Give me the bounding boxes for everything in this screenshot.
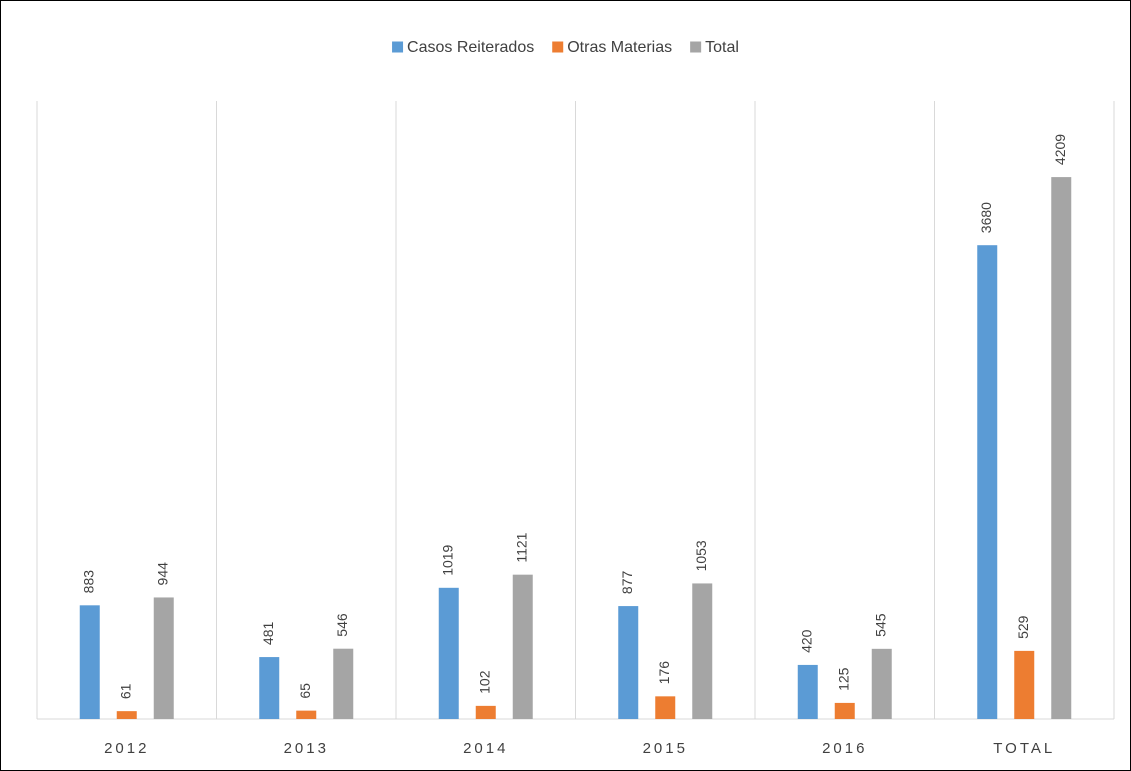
bar-otras-materias-2013 (296, 710, 317, 719)
bar-total-2013 (333, 648, 354, 719)
data-label-otras-materias-total: 529 (1015, 615, 1031, 639)
data-label-total-2013: 546 (334, 613, 350, 637)
bar-otras-materias-2015 (655, 696, 676, 719)
data-label-total-2016: 545 (872, 613, 888, 637)
bar-total-2014 (512, 574, 533, 719)
data-label-total-2014: 1121 (513, 532, 529, 562)
x-tick-label-total: TOTAL (993, 740, 1055, 757)
bar-casos-reiterados-2015 (618, 606, 639, 719)
legend-label-casos-reiterados: Casos Reiterados (407, 39, 534, 56)
bars (79, 177, 1072, 719)
data-label-total-total: 4209 (1052, 134, 1068, 165)
data-label-otras-materias-2012: 61 (117, 683, 133, 699)
bar-total-2015 (692, 583, 713, 719)
data-label-otras-materias-2015: 176 (656, 661, 672, 685)
data-label-total-2012: 944 (154, 562, 170, 586)
data-labels: 883 61 944 481 65 546 1019 102 1121 877 176 1053 420… (80, 134, 1068, 699)
x-tick-label-2016: 2016 (822, 740, 867, 757)
bar-otras-materias-2014 (475, 705, 496, 719)
data-label-casos-reiterados-total: 3680 (978, 202, 994, 233)
legend-swatch-casos-reiterados (392, 41, 404, 53)
data-label-casos-reiterados-2012: 883 (80, 570, 96, 594)
legend-item-total: Total (690, 39, 739, 56)
x-tick-label-2012: 2012 (104, 740, 149, 757)
legend-label-total: Total (705, 39, 739, 56)
data-label-casos-reiterados-2014: 1019 (439, 544, 455, 575)
legend-swatch-otras-materias (552, 41, 564, 53)
legend-item-otras-materias: Otras Materias (552, 39, 672, 56)
x-tick-label-2013: 2013 (284, 740, 329, 757)
bar-casos-reiterados-total (977, 245, 998, 719)
bar-total-total (1051, 177, 1072, 719)
bar-total-2016 (871, 648, 892, 719)
bar-casos-reiterados-2016 (797, 664, 818, 719)
x-tick-label-2014: 2014 (463, 740, 508, 757)
bar-casos-reiterados-2014 (438, 587, 459, 719)
data-label-total-2015: 1053 (693, 540, 709, 571)
data-label-casos-reiterados-2016: 420 (798, 629, 814, 653)
x-tick-labels: 2012 2013 2014 2015 2016 TOTAL (104, 740, 1055, 757)
data-label-casos-reiterados-2015: 877 (619, 571, 635, 595)
data-label-casos-reiterados-2013: 481 (260, 621, 276, 645)
data-label-otras-materias-2014: 102 (476, 670, 492, 694)
bar-casos-reiterados-2013 (259, 657, 280, 719)
data-label-otras-materias-2016: 125 (835, 667, 851, 691)
legend-swatch-total (690, 41, 702, 53)
bar-casos-reiterados-2012 (79, 605, 100, 719)
bar-otras-materias-2012 (116, 711, 137, 719)
category-separators (36, 101, 1115, 719)
x-tick-label-2015: 2015 (643, 740, 688, 757)
bar-otras-materias-total (1014, 650, 1035, 719)
legend-item-casos-reiterados: Casos Reiterados (392, 39, 534, 56)
bar-otras-materias-2016 (834, 702, 855, 719)
data-label-otras-materias-2013: 65 (297, 683, 313, 699)
legend: Casos Reiterados Otras Materias Total (392, 39, 739, 56)
bar-total-2012 (153, 597, 174, 719)
legend-label-otras-materias: Otras Materias (567, 39, 672, 56)
